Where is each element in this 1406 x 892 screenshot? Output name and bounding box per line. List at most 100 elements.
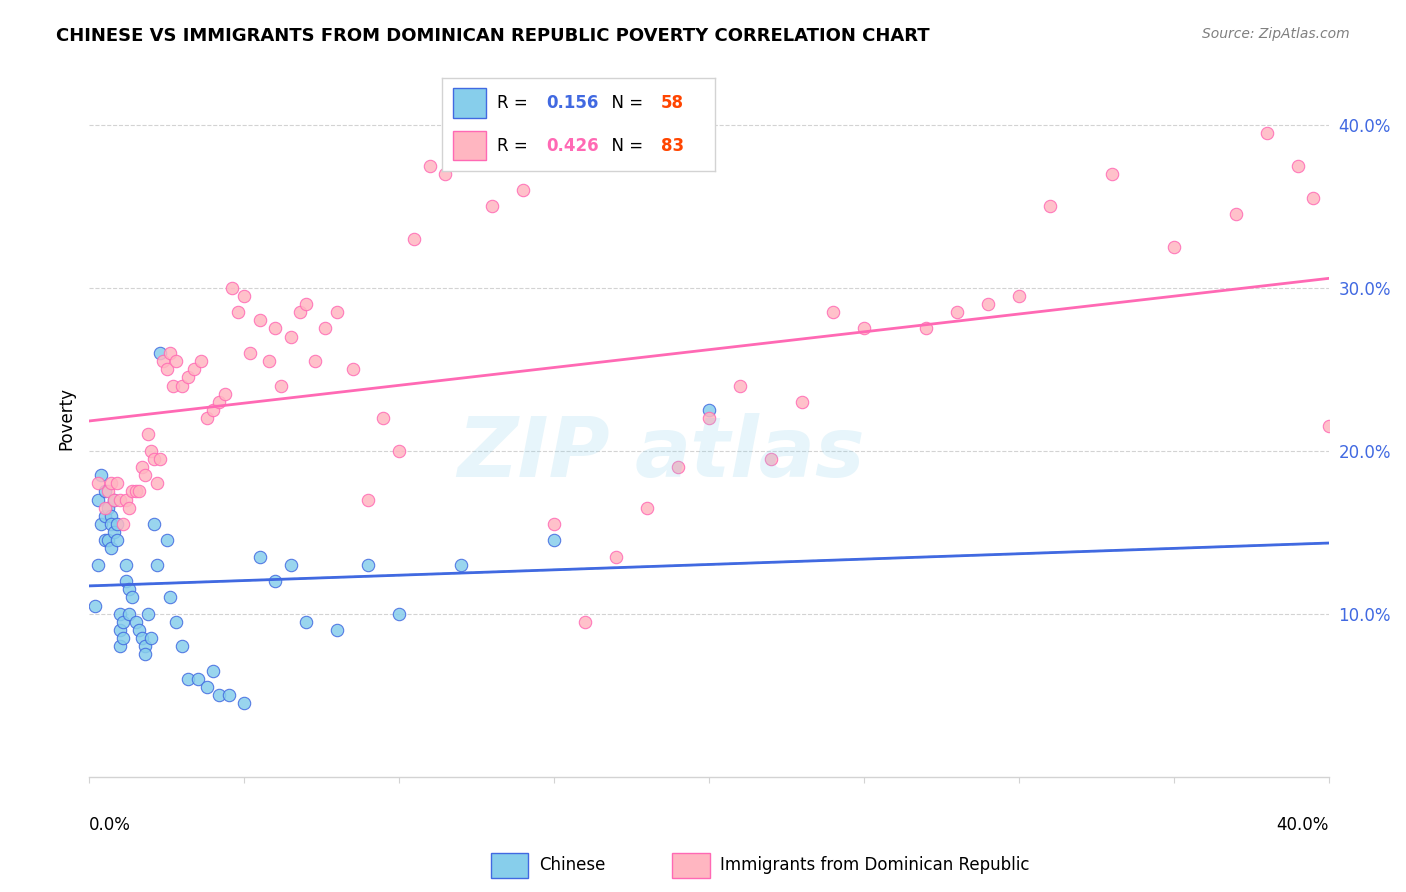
Point (87, 476, 110, 491)
Point (1286, 159, 1309, 173)
Point (214, 386, 236, 401)
Point (512, 183, 534, 197)
Point (103, 492, 125, 507)
Point (233, 289, 256, 303)
Text: Immigrants from Dominican Republic: Immigrants from Dominican Republic (720, 856, 1031, 874)
Point (108, 492, 131, 507)
Point (373, 411, 395, 425)
Point (304, 354, 326, 368)
Point (115, 492, 138, 507)
Point (100, 508, 122, 523)
Point (143, 451, 166, 466)
Point (87, 492, 110, 507)
Point (357, 558, 380, 572)
Bar (672, 853, 710, 878)
Point (108, 623, 131, 637)
Text: ZIP: ZIP (457, 414, 610, 494)
Point (97, 533, 120, 548)
Point (149, 346, 172, 360)
Point (118, 500, 141, 515)
Point (139, 631, 162, 645)
Point (295, 297, 318, 311)
Text: CHINESE VS IMMIGRANTS FROM DOMINICAN REPUBLIC POVERTY CORRELATION CHART: CHINESE VS IMMIGRANTS FROM DOMINICAN REP… (56, 27, 929, 45)
Point (697, 403, 720, 417)
Point (134, 468, 156, 483)
Point (1333, 419, 1355, 434)
Point (170, 378, 193, 392)
Point (149, 451, 172, 466)
Point (97, 500, 120, 515)
Point (264, 574, 287, 588)
Point (134, 648, 156, 662)
Point (90, 516, 112, 531)
Y-axis label: Poverty: Poverty (58, 386, 75, 450)
Point (1225, 207, 1247, 221)
Point (146, 476, 169, 491)
Point (121, 484, 143, 499)
Point (112, 516, 135, 531)
Point (1163, 240, 1185, 254)
Point (159, 591, 181, 605)
Point (233, 696, 256, 710)
Point (270, 378, 292, 392)
Point (450, 134, 472, 148)
Point (190, 354, 212, 368)
Point (155, 533, 177, 548)
Point (357, 492, 380, 507)
Point (124, 615, 146, 629)
Point (543, 533, 565, 548)
Point (821, 305, 844, 319)
Point (636, 500, 658, 515)
Point (326, 305, 349, 319)
Point (1379, 411, 1402, 425)
Point (105, 476, 128, 491)
Point (419, 159, 441, 173)
Point (131, 460, 153, 475)
Point (249, 313, 271, 327)
Point (221, 281, 243, 295)
Point (84, 599, 107, 613)
Point (1101, 167, 1123, 181)
Point (264, 321, 287, 335)
Point (103, 525, 125, 540)
Point (218, 688, 240, 702)
Point (208, 394, 231, 409)
Text: Chinese: Chinese (538, 856, 605, 874)
Point (946, 305, 969, 319)
Point (226, 305, 249, 319)
Point (249, 549, 271, 564)
Point (239, 346, 262, 360)
Point (450, 558, 472, 572)
Point (481, 199, 503, 213)
Point (434, 167, 457, 181)
Point (100, 476, 122, 491)
Point (155, 362, 177, 376)
Point (139, 443, 162, 458)
Point (105, 533, 128, 548)
Text: 0.0%: 0.0% (89, 816, 131, 834)
Point (326, 623, 349, 637)
Point (208, 688, 231, 702)
Point (136, 427, 159, 442)
Point (128, 484, 150, 499)
Point (93, 508, 115, 523)
Point (165, 615, 187, 629)
Point (108, 640, 131, 654)
Point (105, 516, 128, 531)
Point (183, 362, 205, 376)
Point (93, 484, 115, 499)
Point (697, 411, 720, 425)
Bar (491, 853, 529, 878)
Point (170, 640, 193, 654)
Point (1302, 191, 1324, 205)
Point (134, 640, 156, 654)
Point (202, 403, 225, 417)
Point (146, 558, 169, 572)
Text: Source: ZipAtlas.com: Source: ZipAtlas.com (1202, 27, 1350, 41)
Point (128, 623, 150, 637)
Point (143, 516, 166, 531)
Point (136, 607, 159, 621)
Point (852, 321, 875, 335)
Point (195, 411, 218, 425)
Point (1039, 199, 1062, 213)
